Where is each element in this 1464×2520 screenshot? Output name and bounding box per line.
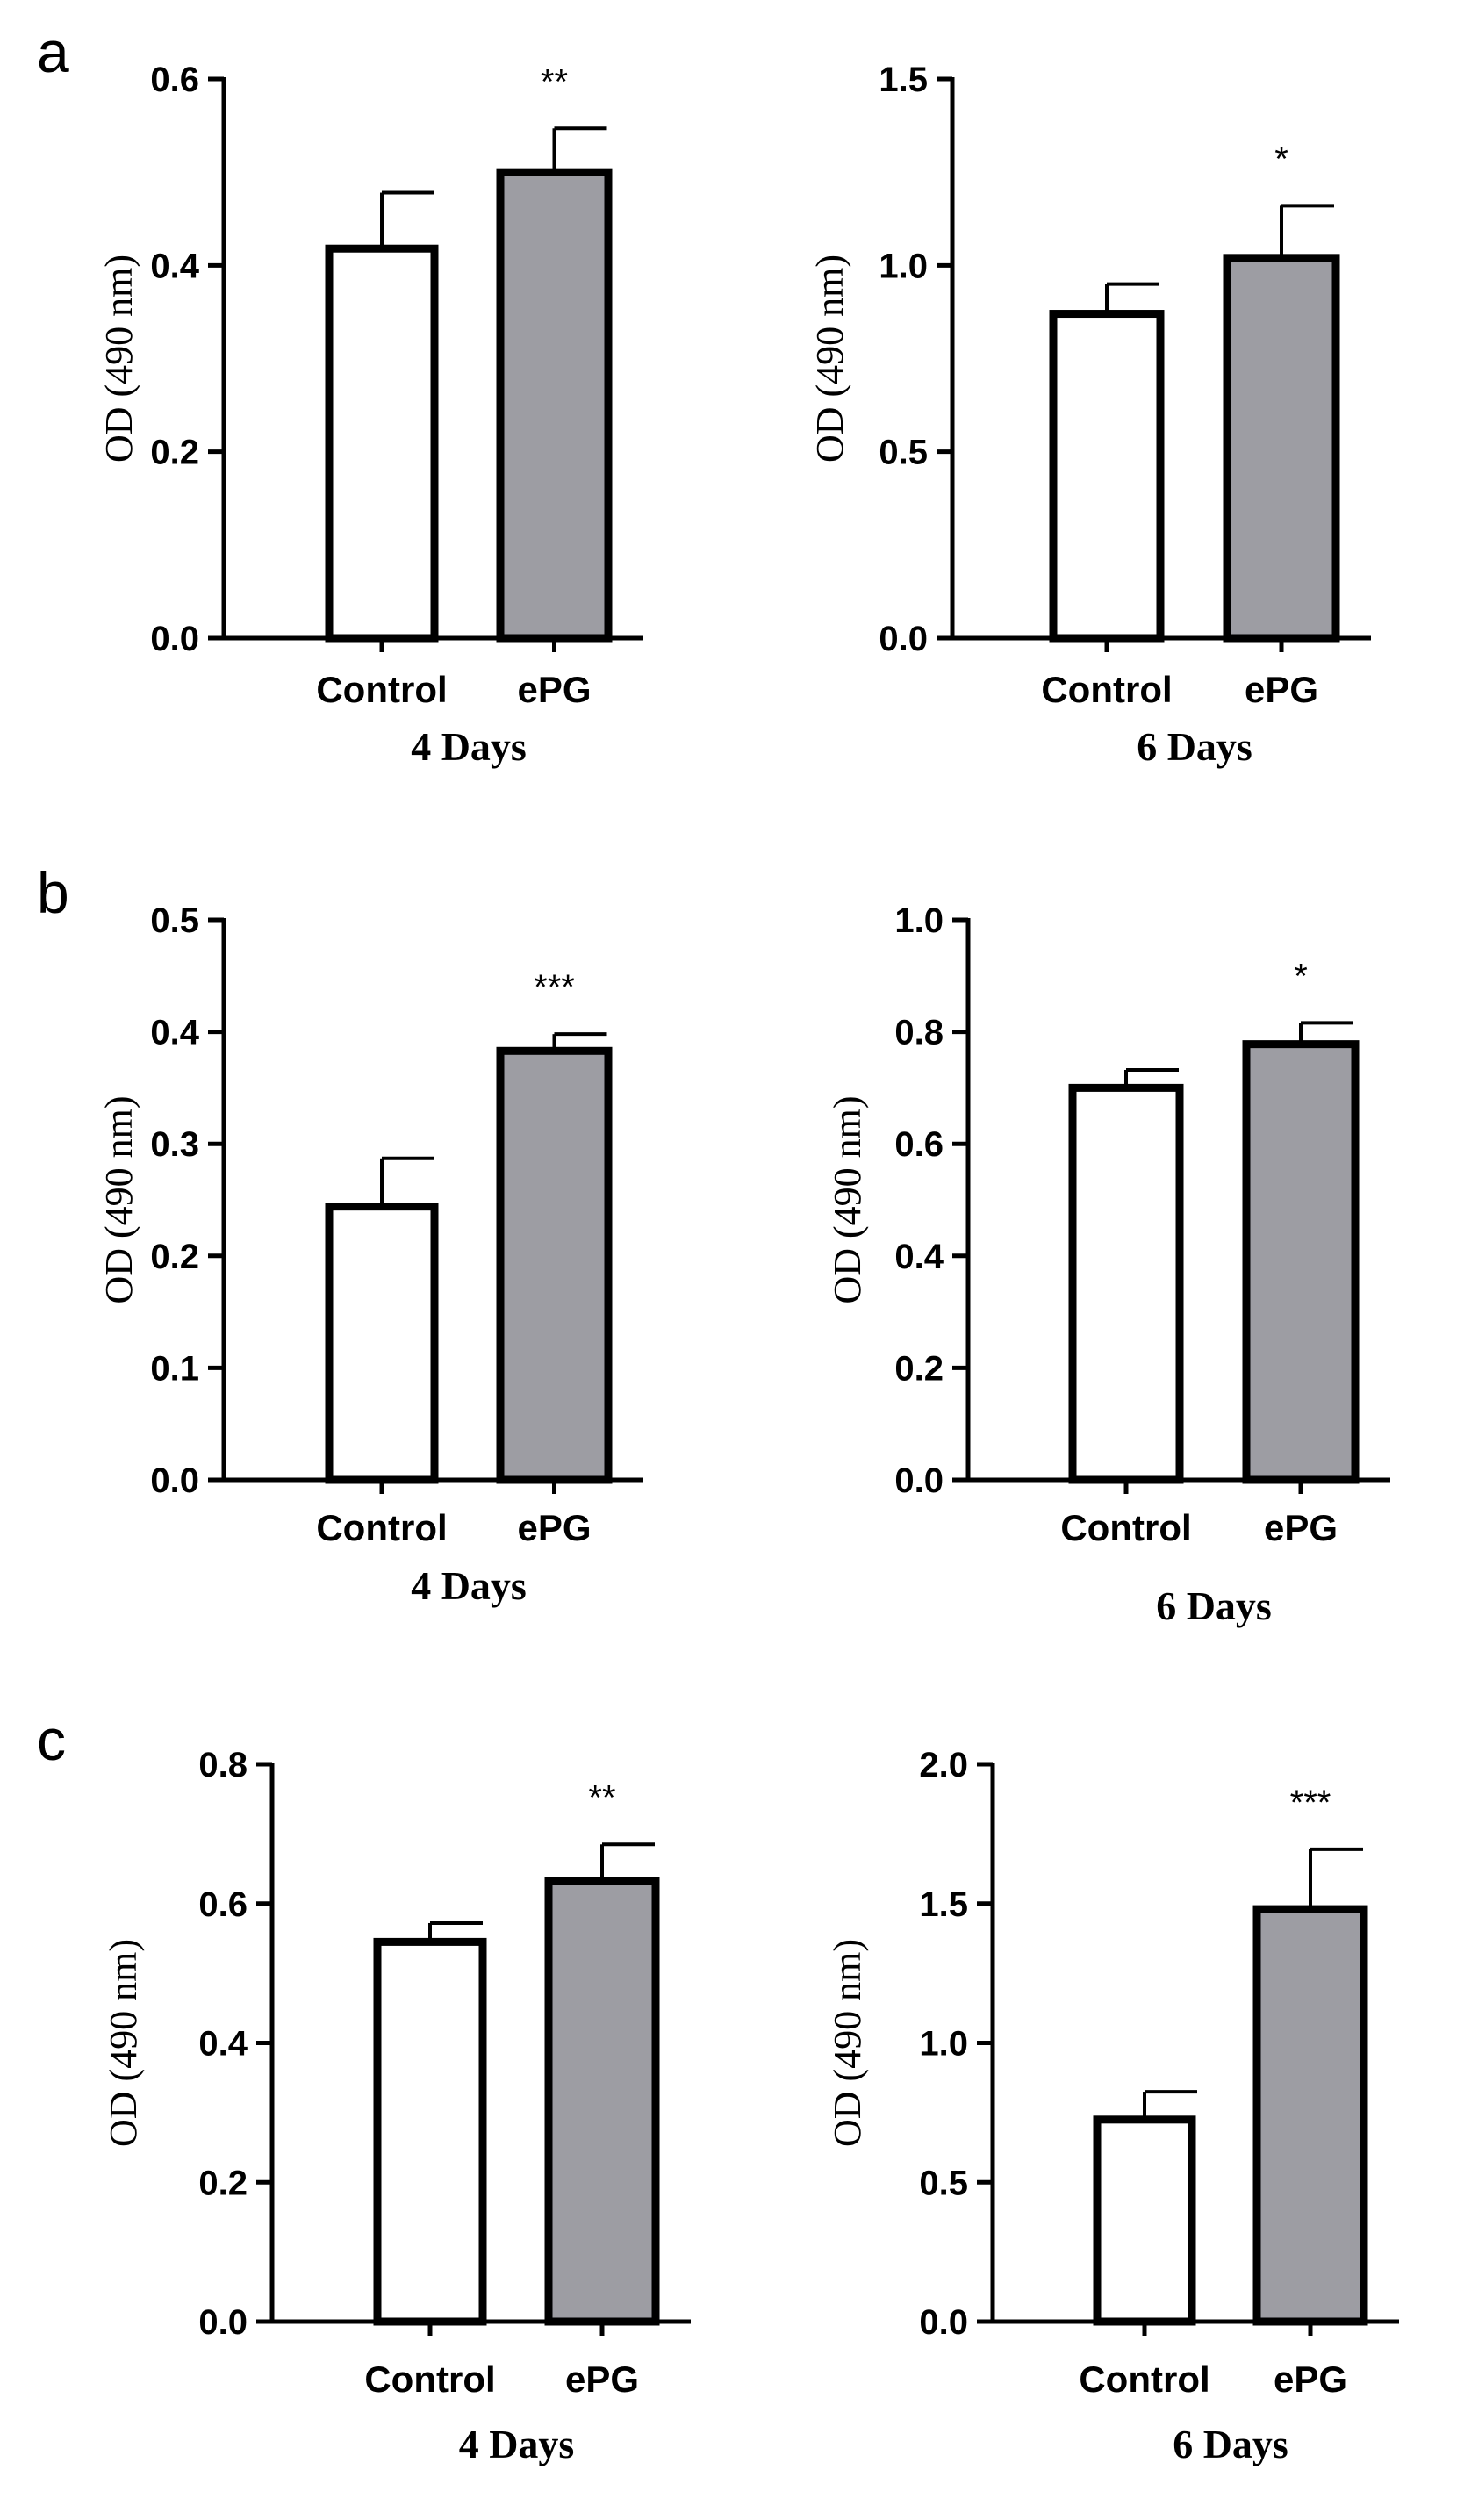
- y-tick-label: 0.3: [150, 1125, 199, 1164]
- significance-label: *: [1274, 140, 1288, 178]
- x-tick-label: ePG: [517, 669, 591, 710]
- y-tick-label: 0.4: [198, 2025, 248, 2064]
- y-tick-label: 1.0: [879, 247, 928, 285]
- panel-label: b: [37, 860, 69, 925]
- y-tick-label: 0.8: [198, 1746, 248, 1784]
- y-tick-label: 0.0: [919, 2303, 968, 2342]
- y-tick-label: 2.0: [919, 1746, 968, 1784]
- significance-label: **: [541, 62, 568, 101]
- x-tick-label: Control: [1079, 2358, 1209, 2400]
- y-tick-label: 0.6: [198, 1885, 248, 1924]
- y-tick-label: 0.4: [894, 1238, 944, 1276]
- significance-label: **: [588, 1778, 615, 1817]
- y-tick-label: 0.0: [879, 620, 928, 658]
- y-tick-label: 0.0: [894, 1461, 944, 1500]
- y-tick-label: 0.2: [150, 1238, 199, 1276]
- x-tick-label: ePG: [1274, 2358, 1347, 2400]
- bar: [325, 1203, 439, 1484]
- x-tick-label: ePG: [517, 1507, 591, 1548]
- y-tick-label: 0.4: [150, 1014, 199, 1052]
- y-tick-label: 0.2: [894, 1349, 944, 1388]
- y-axis-label: OD (490 nm): [826, 1095, 869, 1303]
- y-axis-label: OD (490 nm): [97, 255, 140, 463]
- bar: [325, 244, 439, 643]
- bar: [1093, 2115, 1196, 2326]
- x-axis-title: 6 Days: [1156, 1583, 1272, 1628]
- bar: [1223, 254, 1340, 643]
- bar: [373, 1937, 487, 2326]
- bar: [1242, 1040, 1360, 1484]
- x-axis-title: 4 Days: [411, 724, 527, 769]
- bar: [496, 168, 613, 643]
- significance-label: *: [1294, 957, 1308, 995]
- y-tick-label: 0.6: [150, 61, 199, 99]
- bar: [1049, 310, 1165, 643]
- y-axis-label: OD (490 nm): [808, 255, 851, 463]
- y-tick-label: 0.1: [150, 1349, 199, 1388]
- y-tick-label: 1.0: [919, 2025, 968, 2064]
- y-tick-label: 0.5: [150, 901, 199, 940]
- bar: [496, 1046, 613, 1484]
- panel-label: a: [37, 19, 69, 84]
- significance-label: ***: [534, 968, 575, 1007]
- y-tick-label: 1.0: [894, 901, 944, 940]
- y-tick-label: 0.0: [150, 620, 199, 658]
- x-axis-title: 4 Days: [411, 1563, 527, 1608]
- x-tick-label: Control: [364, 2358, 495, 2400]
- y-tick-label: 0.5: [919, 2164, 968, 2202]
- y-axis-label: OD (490 nm): [102, 1939, 145, 2147]
- bar: [1252, 1905, 1368, 2326]
- significance-label: ***: [1290, 1784, 1331, 1822]
- y-tick-label: 1.5: [879, 61, 928, 99]
- x-axis-title: 4 Days: [459, 2422, 575, 2466]
- x-tick-label: Control: [316, 1507, 447, 1548]
- x-tick-label: ePG: [1264, 1507, 1338, 1548]
- x-tick-label: Control: [1060, 1507, 1191, 1548]
- y-tick-label: 1.5: [919, 1885, 968, 1924]
- y-axis-label: OD (490 nm): [97, 1095, 140, 1303]
- y-tick-label: 0.8: [894, 1014, 944, 1052]
- bar: [544, 1877, 660, 2326]
- x-tick-label: Control: [1041, 669, 1172, 710]
- x-axis-title: 6 Days: [1137, 724, 1252, 769]
- y-tick-label: 0.5: [879, 434, 928, 472]
- y-tick-label: 0.0: [150, 1461, 199, 1500]
- bar: [1068, 1083, 1184, 1484]
- y-tick-label: 0.6: [894, 1125, 944, 1164]
- y-tick-label: 0.2: [150, 434, 199, 472]
- y-tick-label: 0.0: [198, 2303, 248, 2342]
- y-tick-label: 0.2: [198, 2164, 248, 2202]
- y-tick-label: 0.4: [150, 247, 199, 285]
- x-axis-title: 6 Days: [1173, 2422, 1288, 2466]
- x-tick-label: ePG: [565, 2358, 639, 2400]
- x-tick-label: Control: [316, 669, 447, 710]
- y-axis-label: OD (490 nm): [826, 1939, 869, 2147]
- x-tick-label: ePG: [1245, 669, 1318, 710]
- panel-label: c: [37, 1707, 66, 1772]
